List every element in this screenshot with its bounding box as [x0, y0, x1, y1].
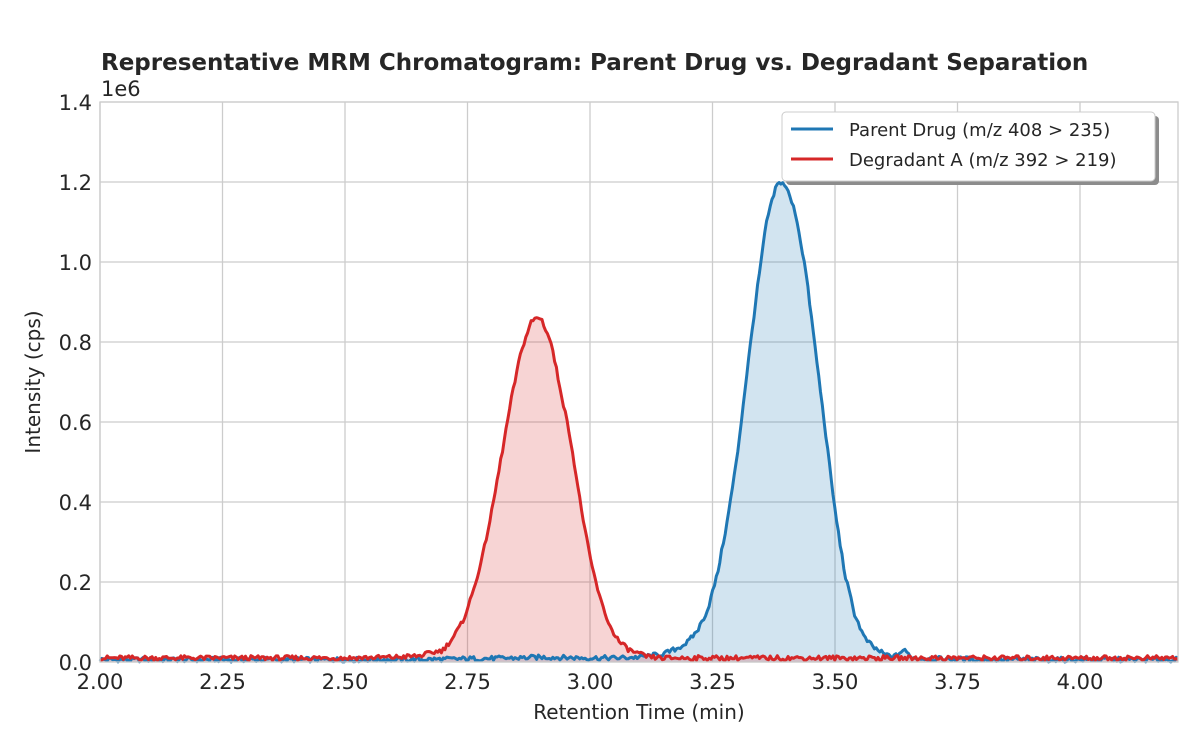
line-layer — [98, 181, 1179, 664]
x-tick-label: 3.50 — [812, 670, 859, 694]
y-tick-label: 1.4 — [59, 91, 92, 115]
y-offset-label: 1e6 — [101, 77, 141, 101]
y-tick-label: 0.4 — [59, 491, 92, 515]
plot-area-frame — [99, 101, 1179, 663]
grid-layer — [99, 101, 1178, 663]
y-tick-label: 0.2 — [59, 571, 92, 595]
x-tick-label: 4.00 — [1057, 670, 1104, 694]
y-tick-label: 1.2 — [59, 171, 92, 195]
series-line-degradant — [99, 316, 1179, 662]
series-fill-degradant — [100, 317, 1178, 662]
legend: Parent Drug (m/z 408 > 235) Degradant A … — [781, 111, 1159, 185]
x-tick-label: 2.75 — [444, 670, 491, 694]
x-tick-label: 2.00 — [77, 670, 124, 694]
x-axis-label: Retention Time (min) — [533, 700, 744, 724]
x-tick-label: 2.25 — [199, 670, 246, 694]
chart-title: Representative MRM Chromatogram: Parent … — [101, 50, 1088, 76]
x-tick-label: 3.00 — [567, 670, 614, 694]
x-tick-label: 3.25 — [689, 670, 736, 694]
x-tick-labels: 2.00 2.25 2.50 2.75 3.00 3.25 3.50 3.75 4.00 — [77, 670, 1104, 694]
legend-box — [781, 111, 1156, 182]
y-tick-labels: 0.0 0.2 0.4 0.6 0.8 1.0 1.2 1.4 — [59, 91, 92, 675]
y-axis-label: Intensity (cps) — [21, 310, 45, 453]
legend-label-degradant: Degradant A (m/z 392 > 219) — [849, 150, 1117, 171]
y-tick-label: 1.0 — [59, 251, 92, 275]
x-tick-label: 2.50 — [322, 670, 369, 694]
legend-label-parent: Parent Drug (m/z 408 > 235) — [849, 120, 1110, 141]
x-tick-label: 3.75 — [934, 670, 981, 694]
y-tick-label: 0.0 — [59, 651, 92, 675]
y-tick-label: 0.6 — [59, 411, 92, 435]
y-tick-label: 0.8 — [59, 331, 92, 355]
